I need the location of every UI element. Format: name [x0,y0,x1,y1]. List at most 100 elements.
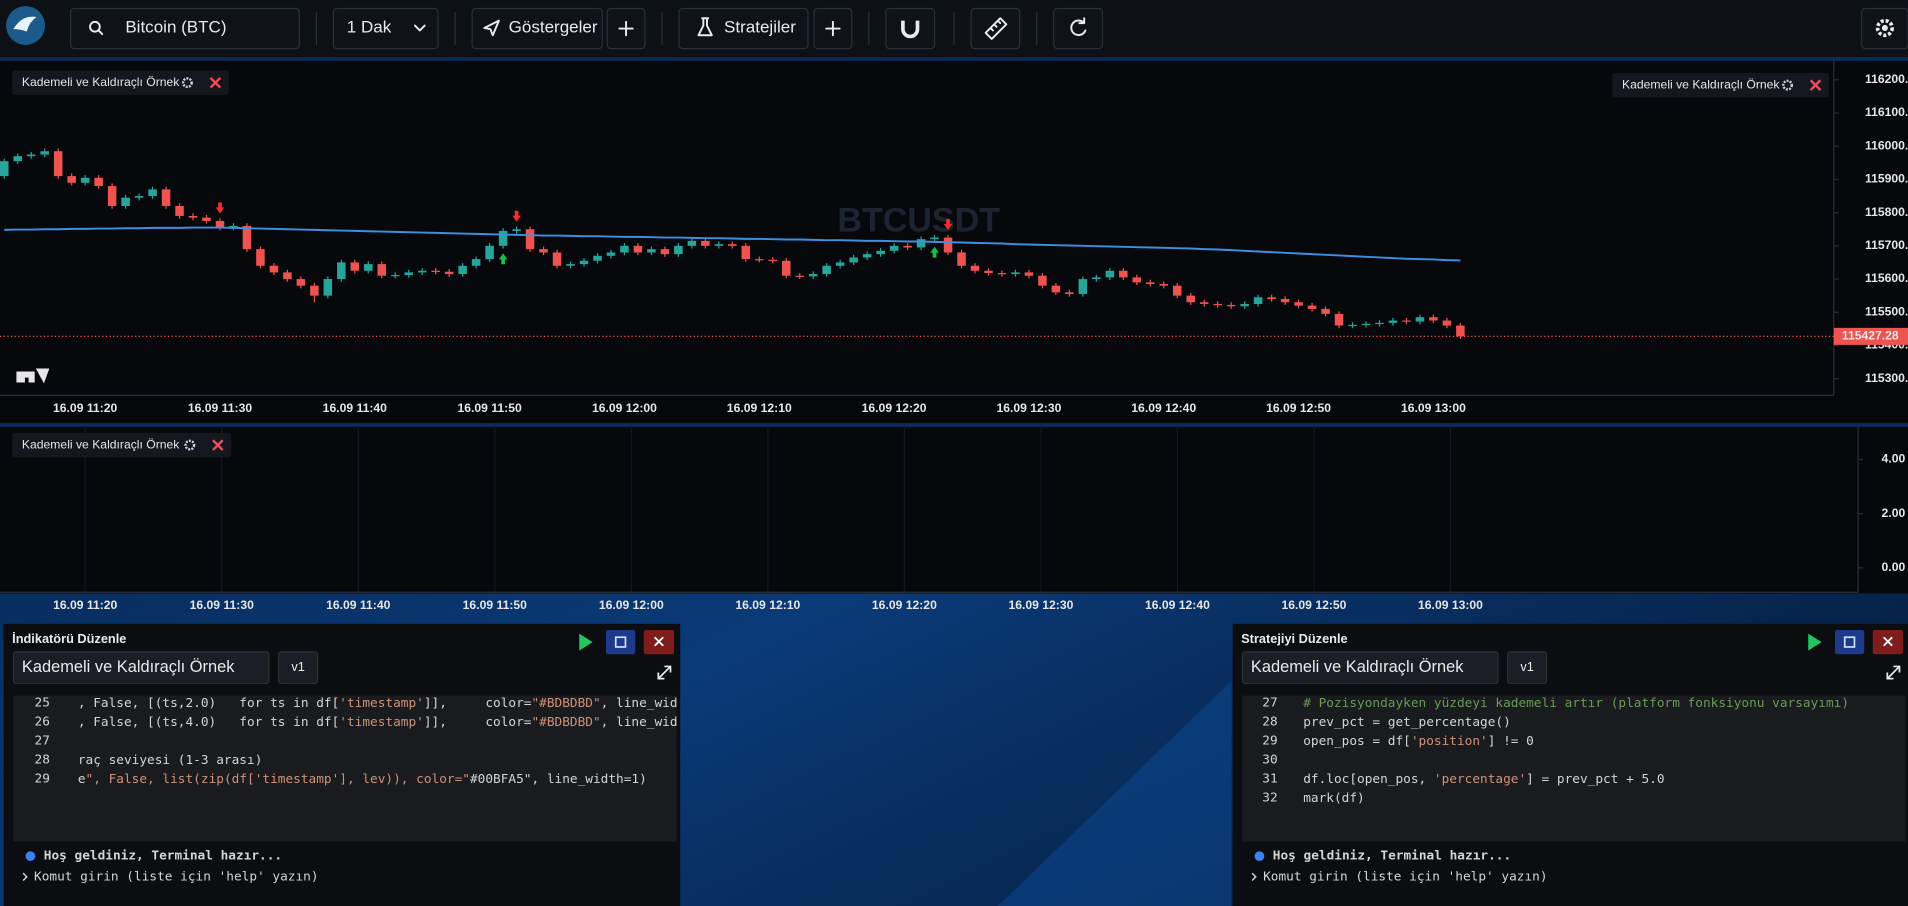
candle-body [808,274,818,277]
candle-body [1280,298,1290,303]
candle-body [566,264,575,266]
terminal-line: Hoş geldiniz, Terminal hazır... [44,849,282,864]
candle-body [849,257,858,263]
line-number: 25 [35,695,50,710]
line-number: 28 [1262,714,1277,729]
x-tick-label: 16.09 11:40 [326,598,390,612]
last-price-box [1833,327,1908,345]
x-tick-label: 16.09 13:00 [1401,401,1466,415]
code-line: e", False, list(zip(df['timestamp'], lev… [78,771,647,786]
strategies-icon [697,17,713,37]
candle-body [1146,282,1155,285]
indicator-chart: 16.09 11:20 16.09 11:30 16.09 11:40 16.09 1… [12,425,1905,612]
refresh-button[interactable] [1053,7,1104,50]
code-lines: 27 # Pozisyondayken yüzdeyi kademeli artı… [1262,696,1849,806]
candle-body [647,249,656,253]
panel-border [0,423,1908,427]
candle-body [1186,295,1195,303]
x-tick-label: 16.09 12:20 [862,401,927,415]
run-button[interactable] [579,633,593,651]
x-tick-label: 16.09 12:30 [996,401,1061,415]
candle-body [1375,322,1384,325]
editor-title: Stratejiyi Düzenle [1241,631,1347,646]
expand-icon[interactable] [657,665,672,680]
last-price-label: 115427.28 [1842,329,1899,343]
candle-body [835,262,845,266]
candle-body [53,151,63,177]
x-tick-label: 16.09 12:50 [1282,598,1347,612]
candle-body [148,189,157,197]
candle-body [593,255,602,261]
ruler-button[interactable] [970,7,1021,50]
terminal-line: Komut girin (liste için 'help' yazın) [1263,869,1547,884]
code-line: df.loc[open_pos, 'percentage'] = prev_pc… [1303,771,1664,786]
candle-body [539,249,548,253]
candle-body [229,225,238,228]
version-box[interactable] [278,651,319,685]
name-input[interactable] [1241,651,1499,685]
strategies-button[interactable] [678,7,809,50]
expand-icon[interactable] [1886,665,1901,680]
candle-body [1038,275,1047,286]
candle-body [13,156,23,162]
candle-body [714,244,724,246]
refresh-icon [1070,17,1087,37]
terminal-icon [25,851,36,862]
candle-body [1132,277,1142,283]
candle-body [1240,303,1249,307]
name-input[interactable] [12,651,270,685]
candle-body [957,252,966,266]
y-tick-label: 115700.00 [1865,238,1908,252]
candle-body [1092,277,1101,280]
candle-body [26,154,36,157]
candle-body [687,240,697,246]
legend-settings[interactable] [181,77,193,89]
candle-body [377,264,387,276]
candle-body [202,217,211,221]
candle-body [256,249,265,266]
search-text: Bitcoin (BTC) [125,17,226,36]
y-tick-label: 115500.00 [1865,304,1908,318]
candle-body [1321,308,1330,314]
prompt-icon [22,872,28,881]
sell-signal [512,210,521,222]
candle-body [188,215,198,218]
candle-body [310,285,319,296]
candle-body [862,254,872,258]
x-tick-label: 16.09 11:50 [463,598,527,612]
legend-close[interactable] [212,439,224,451]
candle-body [1456,325,1465,337]
line-number: 26 [35,714,50,729]
y-tick-label: 116000.00 [1865,138,1908,152]
x-tick-label: 16.09 12:30 [1008,598,1073,612]
candle-body [1119,270,1128,278]
candle-body [134,196,144,198]
version-box[interactable] [1507,651,1548,685]
run-button[interactable] [1808,633,1822,651]
candle-body [107,186,117,206]
legend-settings[interactable] [184,439,196,451]
interval-dropdown[interactable] [332,7,439,50]
legend-box [12,70,229,95]
save-button[interactable] [605,629,636,655]
code-line: open_pos = df['position'] != 0 [1303,733,1534,748]
x-tick-label: 16.09 11:30 [190,598,254,612]
code-line: , False, [(ts,2.0) for ts in df['timesta… [78,695,716,710]
y-tick-label: 115300.00 [1865,371,1908,385]
candle-body [1172,285,1182,296]
candle-body [350,262,360,271]
candle-body [741,245,751,260]
indicator-panel [0,426,1908,594]
magnet-button[interactable] [885,7,936,50]
save-button[interactable] [1834,629,1865,655]
indicators-button[interactable] [471,7,603,50]
candle-body [323,279,333,296]
candle-body [80,177,90,183]
candle-body [215,220,225,228]
legend-settings[interactable] [1782,79,1794,91]
moving-average [4,226,1461,262]
legend-close[interactable] [1809,79,1822,91]
x-tick-label: 16.09 11:20 [53,401,117,415]
search-box[interactable] [69,7,300,50]
legend-close[interactable] [209,76,222,89]
